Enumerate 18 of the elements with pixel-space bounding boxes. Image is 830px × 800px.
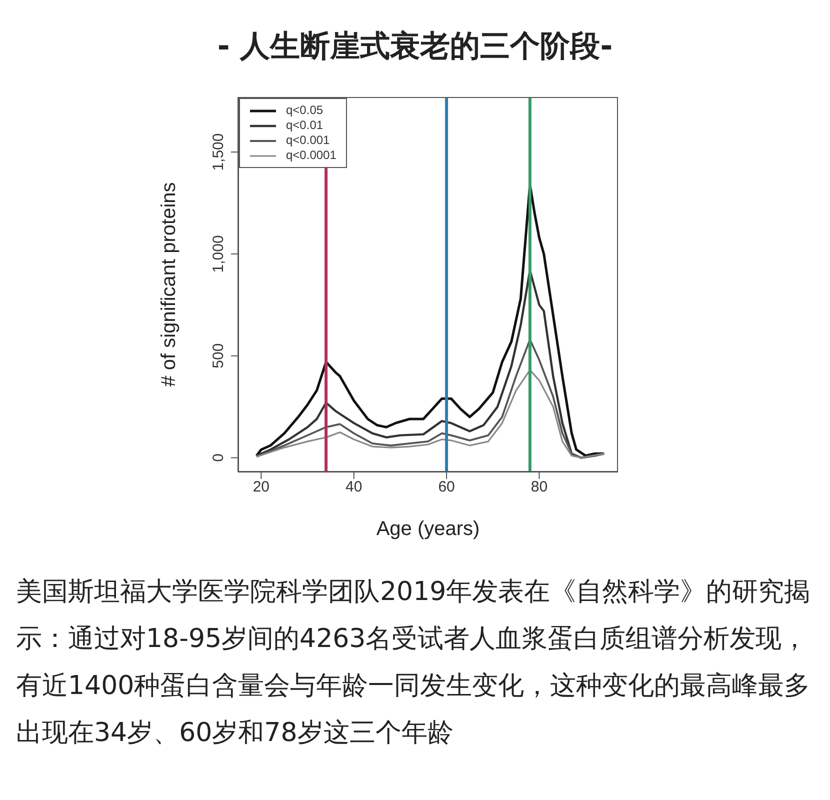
legend-label: q<0.05 (286, 103, 324, 118)
legend-label: q<0.01 (286, 118, 324, 133)
chart-title: - 人生断崖式衰老的三个阶段- (216, 28, 614, 66)
y-tick-label: 1,000 (210, 235, 227, 273)
x-tick-label: 80 (530, 478, 548, 496)
text: 美国斯坦福大学医学院科学团队2019年发表在《自然科学》的研究揭示：通过对18-95岁间的4263名受试者人血浆蛋白质组谱分析发现，有近1400种蛋白含量会与年龄一同发生变化，这种变化的最高峰最多出现在34岁、60岁和78岁这三个年龄 (15, 576, 812, 750)
legend-label: q<0.001 (286, 133, 330, 148)
y-tick-label: 1,500 (210, 133, 227, 171)
y-axis-title: # of significant proteins (158, 182, 180, 387)
x-tick-label: 20 (252, 478, 270, 496)
x-axis-title: Age (years) (376, 518, 480, 540)
y-tick-label: 0 (210, 454, 227, 462)
y-tick-label: 500 (210, 343, 227, 368)
x-tick-label: 60 (438, 478, 455, 496)
legend-label: q<0.0001 (286, 148, 336, 163)
line-series (256, 369, 605, 459)
x-tick-label: 40 (346, 478, 362, 496)
line-series (256, 338, 606, 459)
